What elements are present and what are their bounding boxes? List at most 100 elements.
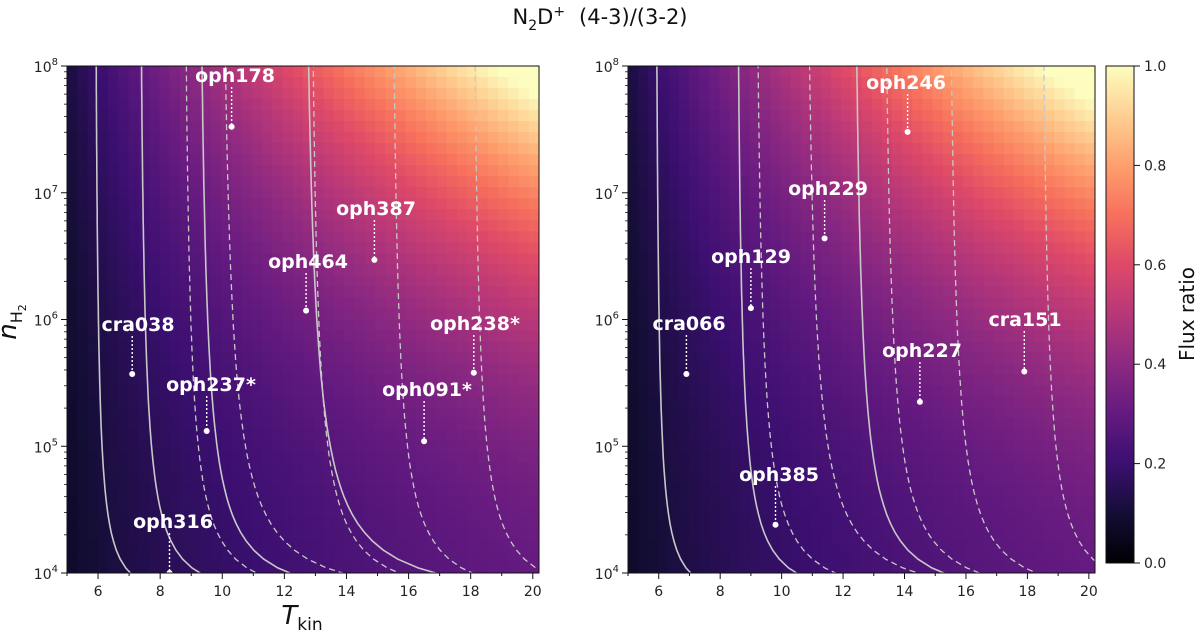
heatmap-cell — [374, 264, 386, 277]
heatmap-cell — [77, 154, 89, 166]
heatmap-cell — [658, 143, 670, 155]
heatmap-cell — [851, 154, 863, 166]
heatmap-cell — [179, 297, 191, 310]
heatmap-cell — [508, 407, 520, 420]
heatmap-cell — [912, 407, 924, 420]
heatmap-cell — [871, 330, 883, 343]
heatmap-cell — [891, 264, 903, 277]
heatmap-cell — [190, 77, 201, 89]
heatmap-cell — [759, 154, 771, 166]
heatmap-cell — [759, 352, 771, 365]
heatmap-cell — [1023, 440, 1035, 453]
heatmap-cell — [159, 462, 171, 475]
heatmap-cell — [699, 209, 710, 221]
heatmap-cell — [648, 550, 660, 563]
heatmap-cell — [467, 495, 479, 508]
heatmap-cell — [508, 242, 520, 254]
heatmap-cell — [891, 121, 903, 133]
heatmap-cell — [241, 528, 253, 541]
heatmap-cell — [426, 110, 437, 122]
heatmap-cell — [668, 341, 680, 354]
heatmap-cell — [881, 176, 893, 188]
heatmap-cell — [67, 253, 78, 265]
heatmap-cell — [709, 187, 720, 199]
heatmap-cell — [128, 165, 140, 177]
heatmap-cell — [518, 451, 530, 464]
heatmap-cell — [528, 440, 539, 453]
heatmap-cell — [1013, 132, 1025, 144]
heatmap-cell — [1013, 385, 1025, 398]
heatmap-cell — [749, 506, 761, 519]
heatmap-cell — [149, 341, 160, 354]
heatmap-cell — [729, 110, 741, 122]
heatmap-cell — [497, 473, 509, 486]
heatmap-cell — [1003, 132, 1015, 144]
heatmap-cell — [699, 66, 710, 78]
heatmap-cell — [1003, 275, 1015, 288]
heatmap-cell — [456, 451, 468, 464]
heatmap-cell — [231, 198, 243, 210]
heatmap-cell — [709, 484, 720, 497]
heatmap-cell — [820, 462, 832, 475]
heatmap-cell — [912, 495, 924, 508]
heatmap-cell — [881, 165, 893, 177]
heatmap-cell — [210, 528, 222, 541]
heatmap-cell — [323, 418, 335, 431]
heatmap-cell — [983, 187, 995, 199]
heatmap-cell — [902, 308, 913, 321]
heatmap-cell — [891, 231, 903, 243]
heatmap-cell — [790, 231, 802, 243]
heatmap-cell — [395, 286, 407, 299]
heatmap-cell — [820, 275, 832, 288]
heatmap-cell — [292, 198, 304, 210]
heatmap-cell — [87, 330, 99, 343]
heatmap-cell — [395, 528, 407, 541]
heatmap-cell — [932, 561, 944, 573]
heatmap-cell — [477, 110, 489, 122]
heatmap-cell — [190, 374, 201, 387]
heatmap-cell — [385, 220, 396, 232]
heatmap-cell — [1084, 484, 1095, 497]
heatmap-cell — [841, 451, 852, 464]
heatmap-cell — [241, 330, 253, 343]
heatmap-cell — [405, 132, 417, 144]
heatmap-cell — [891, 451, 903, 464]
heatmap-cell — [749, 319, 761, 332]
heatmap-cell — [1084, 143, 1095, 155]
heatmap-cell — [436, 429, 448, 442]
heatmap-cell — [272, 220, 284, 232]
heatmap-cell — [709, 352, 720, 365]
heatmap-cell — [497, 209, 509, 221]
heatmap-cell — [1034, 396, 1045, 409]
heatmap-cell — [963, 264, 974, 277]
heatmap-cell — [67, 385, 78, 398]
heatmap-cell — [1003, 506, 1015, 519]
heatmap-cell — [668, 187, 680, 199]
heatmap-cell — [313, 165, 325, 177]
heatmap-cell — [658, 253, 670, 265]
heatmap-cell — [118, 517, 130, 530]
heatmap-cell — [313, 231, 325, 243]
heatmap-cell — [699, 506, 710, 519]
heatmap-cell — [108, 209, 119, 221]
heatmap-cell — [658, 352, 670, 365]
colorbar-tick-label: 0.2 — [1144, 457, 1166, 473]
heatmap-cell — [508, 143, 520, 155]
heatmap-cell — [426, 561, 437, 573]
heatmap-cell — [231, 187, 243, 199]
heatmap-cell — [159, 77, 171, 89]
heatmap-cell — [841, 341, 852, 354]
heatmap-cell — [128, 121, 140, 133]
heatmap-cell — [719, 132, 731, 144]
heatmap-cell — [231, 308, 243, 321]
heatmap-cell — [436, 132, 448, 144]
heatmap-cell — [354, 77, 366, 89]
heatmap-cell — [952, 495, 964, 508]
heatmap-cell — [200, 418, 212, 431]
heatmap-cell — [861, 121, 873, 133]
heatmap-cell — [385, 418, 396, 431]
contour-dashed — [886, 66, 982, 573]
heatmap-cell — [415, 165, 427, 177]
heatmap-cell — [97, 99, 109, 111]
heatmap-cell — [313, 550, 325, 563]
